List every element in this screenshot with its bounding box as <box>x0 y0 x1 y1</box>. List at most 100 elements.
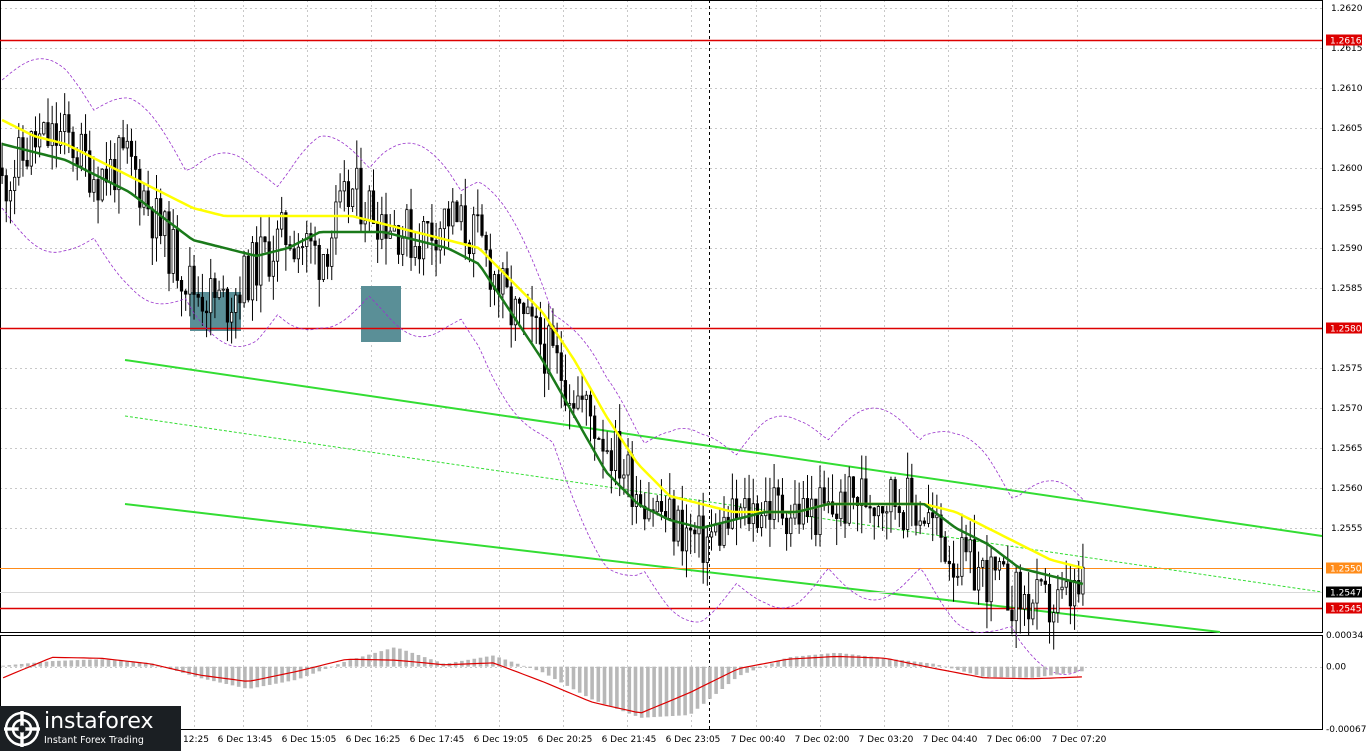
candle-body <box>501 268 505 295</box>
channel-mid-line <box>124 415 1323 593</box>
candle-body <box>530 306 534 317</box>
envelope-upper <box>1 58 1084 500</box>
candle-body <box>939 514 943 538</box>
candle-body <box>1022 594 1027 610</box>
candle-body <box>188 265 192 295</box>
candle-body <box>280 212 284 230</box>
macd-bar <box>956 666 960 670</box>
macd-bar <box>472 658 477 667</box>
macd-bar <box>466 659 470 667</box>
candle-body <box>839 491 843 519</box>
candle-body <box>910 477 914 504</box>
macd-histogram <box>1 647 1084 718</box>
macd-bar <box>491 655 495 667</box>
candle-body <box>54 123 58 146</box>
candle-body <box>317 245 321 280</box>
macd-bar <box>621 666 625 712</box>
candle-body <box>1039 579 1043 582</box>
candle-body <box>8 190 13 202</box>
candle-body <box>797 503 801 525</box>
macd-bar <box>584 666 588 697</box>
candle-body <box>38 133 42 148</box>
macd-bar <box>652 666 656 718</box>
price-tick-label: 1.2570 <box>1331 404 1363 414</box>
macd-bar <box>112 660 117 667</box>
ma-fast-line <box>1 142 1084 586</box>
candle-body <box>876 506 881 517</box>
level-label-bg <box>1326 34 1362 46</box>
macd-bar <box>404 650 408 667</box>
macd-bar <box>745 666 749 673</box>
macd-bar <box>131 661 136 667</box>
candle-body <box>1068 581 1072 607</box>
price-tick-label: 1.2595 <box>1331 204 1363 214</box>
current-level-label-bg <box>1326 562 1362 574</box>
candle-body <box>538 317 543 345</box>
candle-body <box>885 511 889 514</box>
candle-body <box>355 167 359 190</box>
candle-body <box>726 516 730 529</box>
candle-body <box>221 288 225 291</box>
candle-body <box>513 298 517 326</box>
macd-bar <box>565 666 570 686</box>
macd-bar <box>348 659 353 667</box>
candle-body <box>108 158 113 183</box>
candle-body <box>380 214 384 240</box>
candle-body <box>655 501 659 513</box>
level-label: 1.2580 <box>1330 325 1362 335</box>
macd-bar <box>881 658 886 667</box>
macd-bar <box>763 665 768 667</box>
candle-body <box>563 380 568 406</box>
candle-body <box>334 201 338 239</box>
candle-body <box>517 298 522 304</box>
candle-body <box>338 190 342 203</box>
time-tick-label: 7 Dec 02:00 <box>795 735 850 745</box>
candle-body <box>396 225 401 255</box>
candle-body <box>83 133 88 152</box>
instaforex-logo[interactable]: instaforex Instant Forex Trading <box>0 706 181 751</box>
candle-body <box>71 131 75 159</box>
candle-body <box>142 190 146 208</box>
candle-body <box>192 265 196 295</box>
candle-body <box>889 479 893 513</box>
macd-bar <box>838 653 842 667</box>
candle-body <box>926 512 931 524</box>
candle-body <box>981 559 985 568</box>
candle-body <box>284 212 288 246</box>
macd-bar <box>1005 666 1010 678</box>
time-tick-label: 6 Dec 15:05 <box>282 735 337 745</box>
macd-bar <box>980 666 985 677</box>
price-tick-label: 1.2585 <box>1331 284 1363 294</box>
macd-bar <box>298 666 303 679</box>
candle-body <box>67 114 71 133</box>
candle-body <box>300 246 305 248</box>
candle-body <box>17 137 21 178</box>
macd-bar <box>639 666 644 718</box>
candle-body <box>822 487 826 504</box>
macd-bar <box>174 666 179 671</box>
candle-body <box>622 474 626 479</box>
candle-body <box>4 175 8 202</box>
candle-body <box>292 248 296 260</box>
candle-body <box>1047 583 1052 623</box>
candle-body <box>46 122 50 147</box>
candle-body <box>275 228 280 262</box>
macd-bar <box>720 666 725 689</box>
candle-body <box>179 280 184 292</box>
macd-bar <box>19 663 24 667</box>
candle-body <box>488 249 492 290</box>
macd-bar <box>137 662 142 667</box>
macd-bar <box>918 662 923 667</box>
candle-body <box>117 137 121 191</box>
candle-body <box>413 245 417 258</box>
macd-bar <box>633 666 638 716</box>
macd-bar <box>1018 666 1022 678</box>
candle-body <box>772 487 776 520</box>
macd-bar <box>81 659 86 667</box>
candle-body <box>330 237 334 267</box>
macd-bar <box>540 666 545 673</box>
candle-body <box>238 294 242 304</box>
candle-body <box>1056 589 1060 613</box>
macd-bar <box>50 661 55 667</box>
